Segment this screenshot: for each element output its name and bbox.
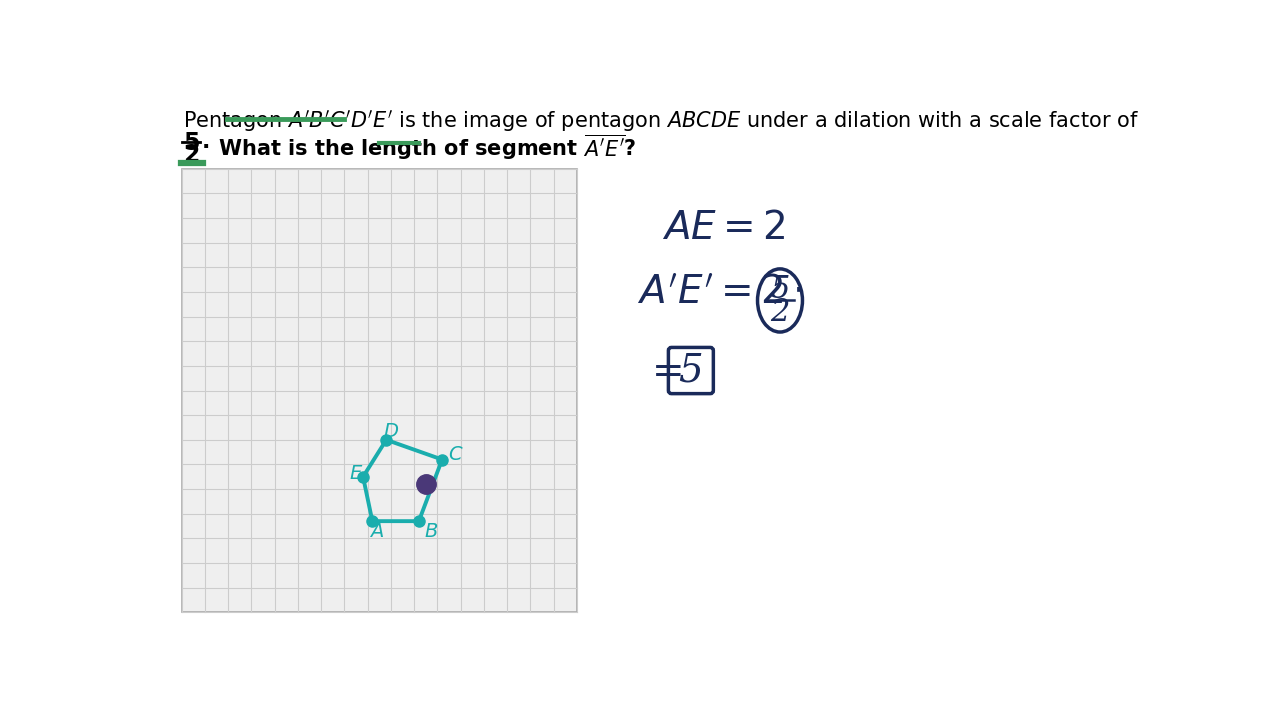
Text: .: . xyxy=(202,132,210,152)
Text: $\mathit{D}$: $\mathit{D}$ xyxy=(383,423,399,441)
Bar xyxy=(182,168,577,612)
Text: 2: 2 xyxy=(771,297,790,328)
Text: Pentagon $\mathit{A'B'C'D'E'}$ is the image of pentagon $\mathit{ABCDE}$ under a: Pentagon $\mathit{A'B'C'D'E'}$ is the im… xyxy=(183,108,1139,134)
Text: 5: 5 xyxy=(678,352,703,389)
Text: 5: 5 xyxy=(771,274,790,305)
Text: $\mathit{E}$: $\mathit{E}$ xyxy=(349,464,364,482)
Text: $=$: $=$ xyxy=(644,352,682,389)
Text: $\mathit{A}$: $\mathit{A}$ xyxy=(369,523,384,541)
Text: 5: 5 xyxy=(183,131,200,155)
Text: $\mathit{C}$: $\mathit{C}$ xyxy=(448,446,463,464)
Text: $\mathit{B}$: $\mathit{B}$ xyxy=(424,523,438,541)
Text: What is the length of segment $\overline{A'E'}$?: What is the length of segment $\overline… xyxy=(211,132,636,162)
Text: $AE = 2$: $AE = 2$ xyxy=(662,210,786,246)
Text: 2: 2 xyxy=(183,143,200,166)
Text: $A'E' = 2 \cdot$: $A'E' = 2 \cdot$ xyxy=(636,275,803,312)
